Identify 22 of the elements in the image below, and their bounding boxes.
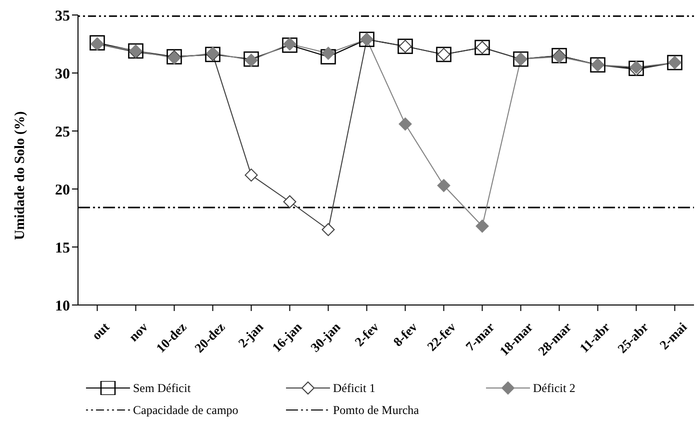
point xyxy=(398,118,412,131)
y-tick-label: 30 xyxy=(55,66,70,82)
y-tick-label: 20 xyxy=(55,182,70,198)
y-tick-label: 15 xyxy=(55,240,70,256)
y-tick-label: 10 xyxy=(55,298,70,314)
y-tick-label: 35 xyxy=(55,8,70,24)
legend-label: Pomto de Murcha xyxy=(333,402,419,418)
y-axis-title: Umidade do Solo (%) xyxy=(12,110,28,240)
point xyxy=(283,195,296,208)
x-tick-label: out xyxy=(88,318,113,343)
point xyxy=(322,223,335,236)
legend-label: Déficit 2 xyxy=(533,380,576,396)
x-tick-label: nov xyxy=(126,318,152,344)
point xyxy=(244,168,258,182)
legend-label: Capacidade de campo xyxy=(133,402,238,418)
legend-label: Déficit 1 xyxy=(333,380,376,396)
point xyxy=(437,179,450,192)
point xyxy=(476,220,489,233)
point xyxy=(322,46,335,60)
legend-label: Sem Déficit xyxy=(133,380,191,396)
y-tick-label: 25 xyxy=(55,124,70,140)
point xyxy=(320,49,336,64)
